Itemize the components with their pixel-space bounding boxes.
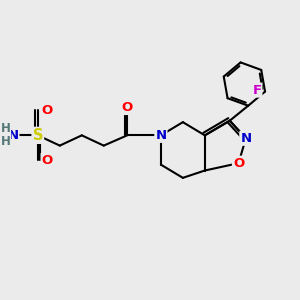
Text: N: N — [7, 129, 19, 142]
Text: O: O — [42, 104, 53, 117]
Text: N: N — [155, 129, 167, 142]
Text: S: S — [33, 128, 43, 143]
Text: F: F — [252, 84, 261, 97]
Text: H: H — [1, 122, 10, 135]
Text: O: O — [122, 101, 133, 114]
Text: H: H — [1, 135, 10, 148]
Text: O: O — [233, 157, 244, 170]
Text: O: O — [42, 154, 53, 167]
Text: N: N — [240, 132, 251, 145]
